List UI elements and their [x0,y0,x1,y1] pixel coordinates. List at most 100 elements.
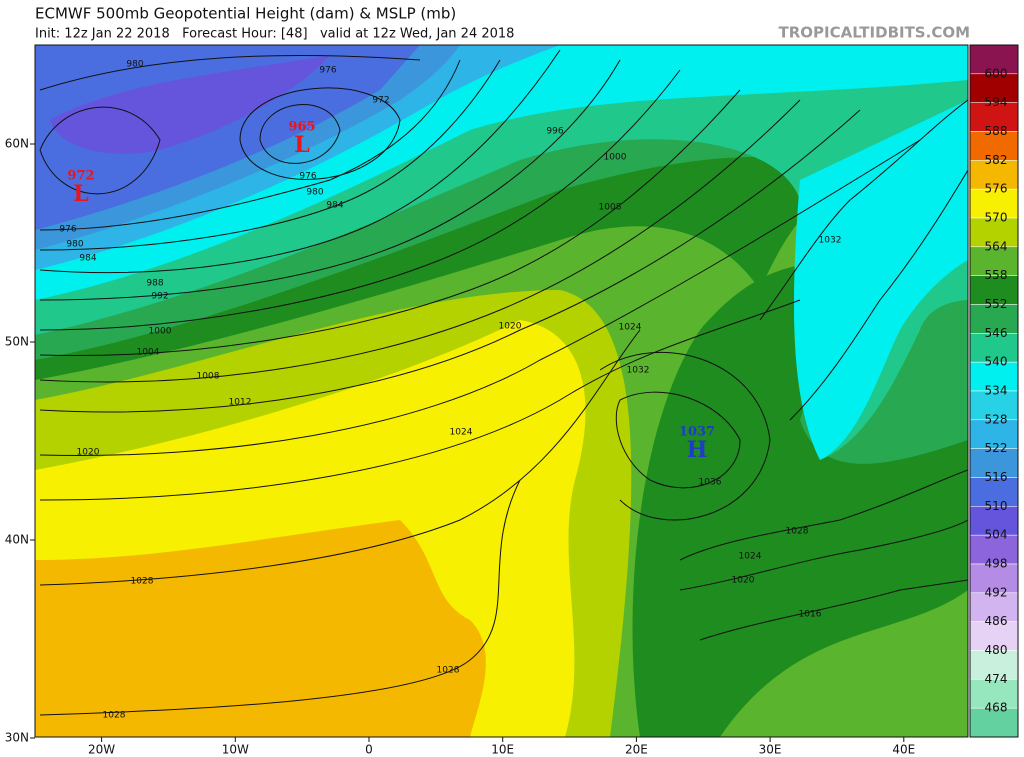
lon-label: 30E [759,743,782,757]
isobar-label: 1000 [604,153,627,163]
colorbar-cell [969,650,1019,680]
isobar [39,54,421,91]
isobar [789,169,968,421]
isobar [599,351,771,521]
colorbar-label: 492 [985,585,1008,599]
isobars [39,49,968,716]
isobar-label: 980 [306,188,323,198]
isobar-label: 992 [151,292,168,302]
isobar-label: 988 [146,279,163,289]
isobar [39,59,461,231]
colorbar-label: 522 [985,441,1008,455]
colorbar-label: 468 [985,701,1008,715]
isobar-label: 1012 [229,398,252,408]
isobar-label: 980 [66,240,83,250]
isobar [39,99,801,383]
colorbar-label: 540 [985,355,1008,369]
colorbar-cell [969,506,1019,536]
colorbar-label: 582 [985,153,1008,167]
isobar [239,87,401,180]
subtitle: Init: 12z Jan 22 2018 Forecast Hour: [48… [35,27,514,42]
isobar-label: 1024 [619,323,642,333]
colorbar-cell [969,679,1019,709]
colorbar-cell [969,563,1019,594]
colorbar-label: 504 [985,528,1008,542]
map-frame [34,44,969,738]
isobar-label: 1020 [499,322,522,332]
center-value: 972 [67,169,94,184]
isobar-label: 1024 [739,552,762,562]
center-symbol: L [73,181,88,207]
isobar [39,59,621,301]
colorbar-label: 546 [985,326,1008,340]
lon-label: 0 [365,743,373,757]
height-field: 9809769729769809849769809849889921000100… [35,45,968,737]
band [35,520,486,737]
isobar [39,59,501,251]
isobar [39,479,521,716]
colorbar-cell [969,448,1019,478]
colorbar-label: 516 [985,470,1008,484]
lon-label: 20E [625,743,648,757]
colorbar-cell [969,304,1019,334]
isobar-label: 1028 [786,527,809,537]
colorbar-label: 534 [985,384,1008,398]
colorbar-label: 594 [985,95,1008,109]
colorbar-label: 600 [985,66,1008,80]
isobar [39,109,861,413]
isobar-label: 1028 [103,711,126,721]
isobar [699,579,968,641]
isobar [679,519,968,591]
colorbar-cell [969,275,1019,305]
center-value: 1037 [679,425,715,440]
lat-label: 50N [5,335,29,349]
lon-label: 20W [88,743,115,757]
isobar-label: 1028 [437,666,460,676]
colorbar-frame [969,44,1019,738]
isobar-label: 976 [319,66,336,76]
center-symbol: H [687,437,708,463]
lon-label: 10E [491,743,514,757]
isobar-label: 1008 [197,372,220,382]
lon-label: 40E [892,743,915,757]
isobar-label: 1032 [627,366,650,376]
colorbar-cell [969,102,1019,132]
band [50,55,330,154]
isobar-label: 996 [546,127,563,137]
colorbar-cell [969,333,1019,363]
colorbar-label: 474 [985,672,1008,686]
isobar [759,99,968,321]
center-value: 965 [288,120,315,135]
isobar-label: 976 [299,172,316,182]
isobar-label: 972 [372,96,389,106]
isobar-label: 1028 [131,577,154,587]
isobar-label: 1000 [149,327,172,337]
isobar [39,299,801,501]
lat-label: 60N [5,137,29,151]
colorbar-cell [969,477,1019,507]
colorbar-cell [969,592,1019,622]
isobar-label: 984 [79,254,96,264]
colorbar-label: 570 [985,211,1008,225]
colorbar-label: 498 [985,557,1008,571]
isobar [39,139,921,457]
isobar-label: 1004 [137,348,160,358]
lon-label: 10W [222,743,249,757]
colorbar-label: 576 [985,182,1008,196]
source: TROPICALTIDBITS.COM [779,24,971,42]
isobar-label: 1020 [732,576,755,586]
colorbar-label: 558 [985,268,1008,282]
isobar [39,89,741,356]
isobar-label: 976 [59,225,76,235]
colorbar-label: 528 [985,412,1008,426]
colorbar-label: 564 [985,239,1008,253]
colorbar-label: 588 [985,124,1008,138]
isobar [39,49,561,274]
colorbar-cell [969,534,1019,565]
isobar-label: 1032 [819,236,842,246]
isobar [39,69,681,331]
colorbar: 600 594 588 582 576 570 564 558 552 546 540 534 528 5… [969,44,1019,738]
title: ECMWF 500mb Geopotential Height (dam) & … [35,5,456,23]
